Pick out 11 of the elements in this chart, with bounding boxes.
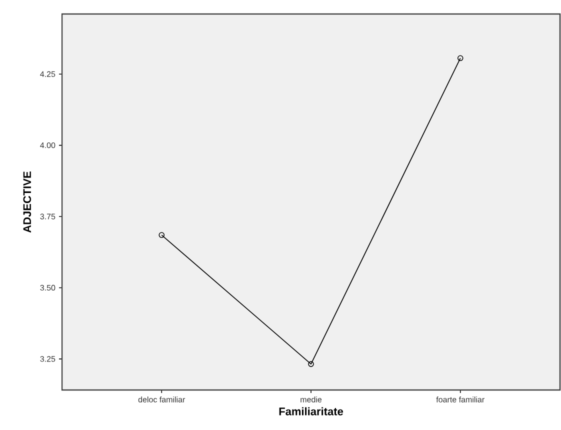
y-tick-label: 4.00 [40, 142, 56, 148]
x-tick-label: foarte familiar [436, 396, 484, 402]
y-tick-label: 4.25 [40, 71, 56, 77]
y-tick-label: 3.75 [40, 214, 56, 220]
x-tick-label: medie [300, 396, 322, 402]
x-tick-label: deloc familiar [138, 396, 186, 402]
x-axis-title: Familiaritate [279, 407, 344, 416]
point [308, 361, 314, 367]
y-tick-label: 3.50 [40, 284, 56, 291]
y-tick-label: 3.25 [40, 356, 56, 362]
y-axis-title: ADJECTIVE [23, 172, 32, 233]
